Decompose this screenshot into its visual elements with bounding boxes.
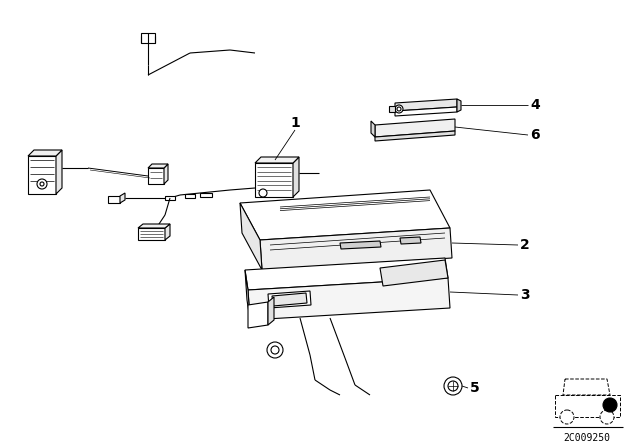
Polygon shape [389, 106, 395, 112]
Polygon shape [255, 163, 293, 197]
Polygon shape [248, 302, 268, 328]
Text: 5: 5 [470, 381, 480, 395]
Polygon shape [375, 119, 455, 137]
Polygon shape [268, 297, 274, 325]
Polygon shape [293, 157, 299, 197]
Polygon shape [165, 224, 170, 240]
Polygon shape [28, 156, 56, 194]
Circle shape [397, 107, 401, 111]
Polygon shape [340, 241, 381, 249]
Polygon shape [248, 278, 450, 320]
Circle shape [448, 381, 458, 391]
Circle shape [603, 398, 617, 412]
Polygon shape [28, 150, 62, 156]
Polygon shape [148, 164, 168, 168]
Polygon shape [457, 99, 461, 112]
Polygon shape [185, 194, 195, 198]
Circle shape [40, 182, 44, 186]
Circle shape [560, 410, 574, 424]
Polygon shape [563, 379, 610, 395]
Circle shape [271, 346, 279, 354]
Text: 4: 4 [530, 98, 540, 112]
Circle shape [600, 410, 614, 424]
Circle shape [267, 342, 283, 358]
Polygon shape [395, 107, 457, 116]
Polygon shape [138, 228, 165, 240]
Polygon shape [164, 164, 168, 184]
Circle shape [259, 189, 267, 197]
Circle shape [37, 179, 47, 189]
Polygon shape [375, 131, 455, 141]
Polygon shape [260, 228, 452, 270]
Circle shape [395, 105, 403, 113]
Polygon shape [245, 270, 250, 320]
Text: 3: 3 [520, 288, 530, 302]
Polygon shape [400, 237, 421, 244]
Text: 6: 6 [530, 128, 540, 142]
Polygon shape [120, 193, 125, 203]
Polygon shape [380, 260, 448, 286]
Polygon shape [268, 291, 311, 308]
Polygon shape [56, 150, 62, 194]
Polygon shape [148, 168, 164, 184]
Text: 2C009250: 2C009250 [563, 433, 611, 443]
Text: 2: 2 [520, 238, 530, 252]
Polygon shape [200, 193, 212, 197]
Polygon shape [255, 157, 299, 163]
Polygon shape [108, 196, 120, 203]
Polygon shape [272, 293, 307, 306]
Polygon shape [245, 258, 448, 290]
Polygon shape [165, 196, 175, 200]
Polygon shape [555, 395, 620, 417]
Polygon shape [240, 203, 262, 270]
Polygon shape [138, 224, 170, 228]
Circle shape [444, 377, 462, 395]
Text: 1: 1 [290, 116, 300, 130]
Polygon shape [371, 121, 375, 137]
Polygon shape [240, 190, 450, 240]
Polygon shape [395, 99, 457, 111]
Bar [141, 33, 155, 43]
